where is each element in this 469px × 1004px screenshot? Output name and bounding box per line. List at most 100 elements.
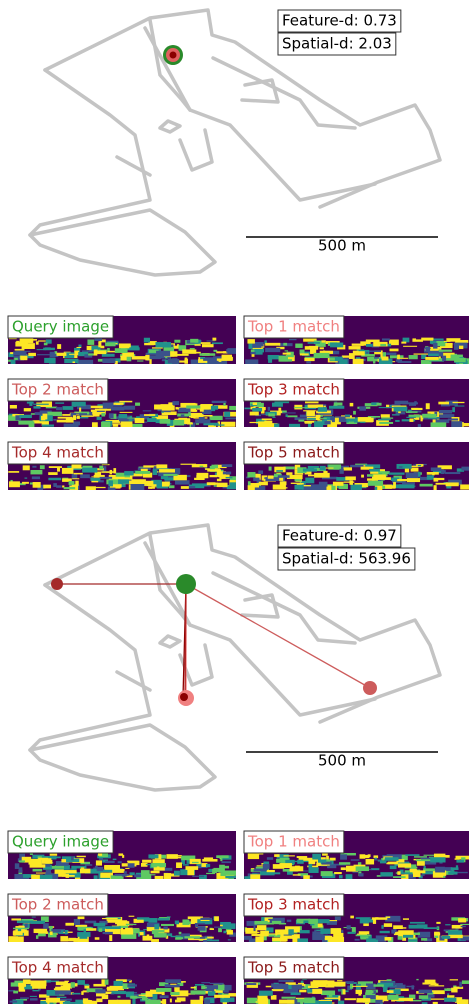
spatial-distance: Spatial-d: 563.96 <box>282 550 411 568</box>
pixel-block <box>405 469 409 473</box>
pixel-block <box>304 358 314 361</box>
pixel-block <box>153 994 158 999</box>
pixel-block <box>425 980 436 984</box>
pixel-block <box>224 985 231 991</box>
pixel-block <box>253 348 263 349</box>
pixel-block <box>212 401 227 403</box>
pixel-block <box>165 979 181 983</box>
pixel-block <box>350 485 361 490</box>
pixel-block <box>210 983 224 984</box>
pixel-block <box>129 916 135 917</box>
pixel-block <box>299 930 310 933</box>
pixel-block <box>410 922 425 924</box>
pixel-block <box>449 935 463 938</box>
pixel-block <box>148 918 157 923</box>
pixel-block <box>289 424 300 427</box>
pixel-block <box>217 479 222 481</box>
pixel-block <box>345 476 356 480</box>
pixel-block <box>399 998 413 1001</box>
pixel-block <box>223 403 225 406</box>
pixel-block <box>418 465 421 466</box>
pixel-block <box>90 478 100 481</box>
pixel-block <box>99 466 103 470</box>
pixel-block <box>120 929 133 934</box>
pixel-block <box>193 939 207 940</box>
pixel-block <box>55 402 64 403</box>
pixel-block <box>191 987 196 989</box>
pixel-block <box>140 932 144 935</box>
pixel-block <box>278 980 293 982</box>
pixel-block <box>160 419 171 424</box>
pixel-block <box>144 414 155 416</box>
pixel-block <box>355 939 360 941</box>
pixel-block <box>373 918 376 924</box>
pixel-block <box>115 348 128 353</box>
pixel-block <box>280 481 287 485</box>
pixel-block <box>192 862 199 863</box>
pixel-block <box>77 416 80 419</box>
pixel-block <box>37 354 52 355</box>
pixel-block <box>403 486 413 488</box>
pixel-block <box>305 478 314 484</box>
pixel-block <box>199 405 211 410</box>
pixel-block <box>284 855 295 856</box>
pixel-block <box>148 486 152 488</box>
pixel-block <box>131 484 145 490</box>
pixel-block <box>182 349 196 353</box>
pixel-block <box>160 404 171 408</box>
pixel-block <box>15 342 28 347</box>
pixel-block <box>366 344 373 347</box>
pixel-block <box>310 981 323 986</box>
pixel-block <box>86 928 96 931</box>
pixel-block <box>451 867 459 870</box>
pixel-block <box>163 474 177 476</box>
pixel-block <box>221 422 235 427</box>
pixel-block <box>385 857 399 861</box>
pixel-block <box>329 991 332 997</box>
pixel-block <box>387 979 392 981</box>
pixel-block <box>448 418 458 420</box>
pixel-block <box>278 475 290 478</box>
pixel-block <box>145 1000 160 1004</box>
pixel-block <box>50 931 53 935</box>
pixel-block <box>225 417 236 419</box>
pixel-block <box>390 865 397 869</box>
pixel-block <box>274 424 279 427</box>
pixel-block <box>200 918 212 920</box>
pixel-block <box>303 870 308 871</box>
pixel-block <box>69 354 78 355</box>
pixel-block <box>341 867 346 870</box>
pixel-block <box>394 407 408 412</box>
pixel-block <box>250 352 255 354</box>
pixel-block <box>187 869 194 875</box>
image-label: Top 4 match <box>11 959 104 977</box>
pixel-block <box>162 992 165 996</box>
pixel-block <box>197 415 213 417</box>
pixel-block <box>254 926 256 931</box>
pixel-block <box>299 990 306 993</box>
pixel-block <box>149 358 151 364</box>
pixel-block <box>254 868 268 871</box>
pixel-block <box>308 864 312 868</box>
pixel-block <box>20 356 27 360</box>
pixel-block <box>181 933 190 936</box>
pixel-block <box>250 412 259 416</box>
pixel-block <box>206 864 210 867</box>
pixel-block <box>381 417 393 418</box>
pixel-block <box>101 422 110 427</box>
pixel-block <box>413 870 426 873</box>
pixel-block <box>428 354 439 357</box>
pixel-block <box>343 989 346 994</box>
pixel-block <box>161 412 164 413</box>
pixel-block <box>357 934 367 935</box>
pixel-block <box>96 860 102 865</box>
pixel-block <box>363 923 369 926</box>
pixel-block <box>442 936 450 939</box>
pixel-block <box>15 349 25 351</box>
pixel-block <box>329 406 344 409</box>
pixel-block <box>77 856 86 857</box>
pixel-block <box>126 924 137 925</box>
pixel-block <box>142 860 151 863</box>
scale-label: 500 m <box>318 752 366 770</box>
pixel-block <box>144 422 148 423</box>
